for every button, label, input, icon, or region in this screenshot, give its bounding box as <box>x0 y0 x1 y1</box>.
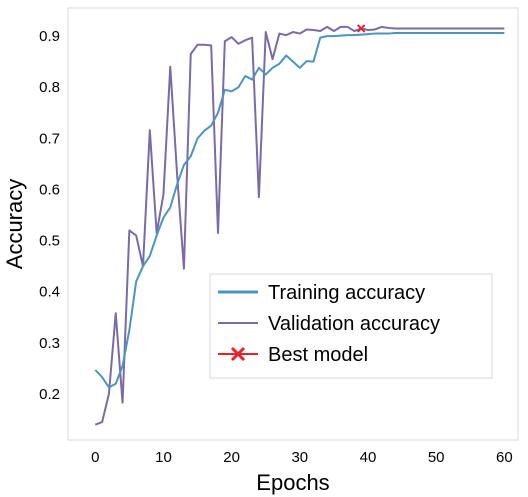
x-tick-label: 50 <box>428 449 445 466</box>
y-tick-label: 0.3 <box>39 335 60 352</box>
legend-best-marker <box>230 346 246 362</box>
plot-frame <box>67 7 519 441</box>
x-tick-labels: 0 10 20 30 40 50 60 <box>91 449 513 466</box>
y-axis-label: Accuracy <box>2 179 27 269</box>
y-tick-label: 0.2 <box>39 386 60 403</box>
training-accuracy-line <box>94 32 505 389</box>
x-tick-label: 40 <box>360 449 377 466</box>
x-tick-label: 20 <box>223 449 240 466</box>
y-tick-label: 0.6 <box>39 181 60 198</box>
y-tick-label: 0.7 <box>39 130 60 147</box>
y-tick-label: 0.4 <box>39 284 60 301</box>
legend-label-training: Training accuracy <box>268 282 425 304</box>
legend-label-best: Best model <box>268 344 368 366</box>
x-axis-label: Epochs <box>256 470 329 495</box>
y-tick-label: 0.9 <box>39 28 60 45</box>
x-tick-label: 60 <box>496 449 513 466</box>
y-tick-labels: 0.2 0.3 0.4 0.5 0.6 0.7 0.8 0.9 <box>39 28 60 403</box>
x-tick-label: 10 <box>155 449 172 466</box>
series-layer <box>94 24 505 426</box>
x-tick-label: 30 <box>291 449 308 466</box>
legend-label-validation: Validation accuracy <box>268 313 440 335</box>
best-model-marker <box>356 24 366 33</box>
validation-accuracy-line <box>94 25 505 426</box>
y-tick-label: 0.5 <box>39 233 60 250</box>
y-tick-label: 0.8 <box>39 79 60 96</box>
legend: Training accuracy Validation accuracy Be… <box>209 273 493 379</box>
x-tick-label: 0 <box>91 449 99 466</box>
